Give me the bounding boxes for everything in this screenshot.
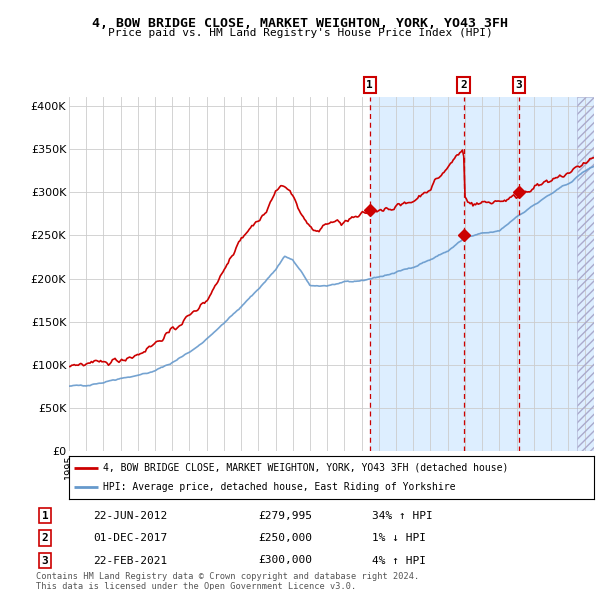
Text: 3: 3 xyxy=(515,80,522,90)
Text: HPI: Average price, detached house, East Riding of Yorkshire: HPI: Average price, detached house, East… xyxy=(103,482,455,492)
Text: 22-FEB-2021: 22-FEB-2021 xyxy=(93,556,167,565)
Text: 1: 1 xyxy=(41,511,49,520)
Text: £300,000: £300,000 xyxy=(258,556,312,565)
Text: 3: 3 xyxy=(41,556,49,565)
Bar xyxy=(370,97,594,451)
Text: 2: 2 xyxy=(41,533,49,543)
Text: 4% ↑ HPI: 4% ↑ HPI xyxy=(372,556,426,565)
Text: 34% ↑ HPI: 34% ↑ HPI xyxy=(372,511,433,520)
Text: 22-JUN-2012: 22-JUN-2012 xyxy=(93,511,167,520)
Text: 1% ↓ HPI: 1% ↓ HPI xyxy=(372,533,426,543)
Text: £250,000: £250,000 xyxy=(258,533,312,543)
Text: Contains HM Land Registry data © Crown copyright and database right 2024.: Contains HM Land Registry data © Crown c… xyxy=(36,572,419,581)
Bar xyxy=(577,97,594,451)
Text: 4, BOW BRIDGE CLOSE, MARKET WEIGHTON, YORK, YO43 3FH (detached house): 4, BOW BRIDGE CLOSE, MARKET WEIGHTON, YO… xyxy=(103,463,509,473)
Text: This data is licensed under the Open Government Licence v3.0.: This data is licensed under the Open Gov… xyxy=(36,582,356,590)
Text: £279,995: £279,995 xyxy=(258,511,312,520)
Text: Price paid vs. HM Land Registry's House Price Index (HPI): Price paid vs. HM Land Registry's House … xyxy=(107,28,493,38)
Text: 01-DEC-2017: 01-DEC-2017 xyxy=(93,533,167,543)
Text: 4, BOW BRIDGE CLOSE, MARKET WEIGHTON, YORK, YO43 3FH: 4, BOW BRIDGE CLOSE, MARKET WEIGHTON, YO… xyxy=(92,17,508,30)
Text: 1: 1 xyxy=(367,80,373,90)
Text: 2: 2 xyxy=(460,80,467,90)
